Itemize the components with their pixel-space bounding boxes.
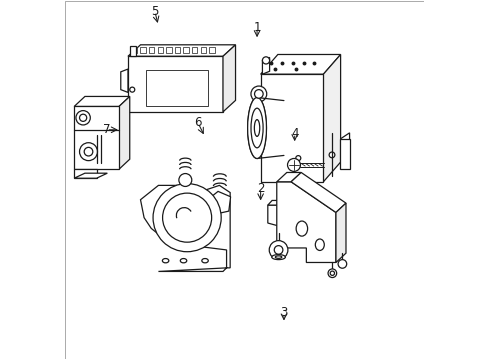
Polygon shape [262, 58, 269, 74]
Ellipse shape [250, 108, 263, 148]
Bar [74, 168, 96, 178]
Circle shape [129, 87, 135, 92]
Bar [183, 47, 188, 53]
Ellipse shape [275, 256, 281, 258]
Circle shape [84, 147, 93, 156]
Polygon shape [290, 172, 346, 212]
Ellipse shape [202, 258, 208, 263]
Circle shape [80, 114, 86, 121]
Polygon shape [223, 45, 235, 112]
Circle shape [250, 86, 266, 102]
Polygon shape [128, 45, 235, 56]
Ellipse shape [247, 98, 266, 158]
Polygon shape [209, 192, 230, 215]
Polygon shape [267, 201, 286, 205]
Polygon shape [260, 54, 340, 74]
Bar [74, 107, 119, 169]
Circle shape [262, 57, 269, 64]
Circle shape [269, 240, 287, 259]
Ellipse shape [296, 221, 307, 236]
Polygon shape [74, 96, 129, 107]
Bar [131, 47, 137, 53]
Circle shape [337, 260, 346, 268]
Circle shape [327, 269, 336, 278]
Circle shape [295, 156, 300, 161]
Text: 1: 1 [253, 21, 260, 34]
Ellipse shape [315, 239, 324, 251]
Polygon shape [282, 201, 291, 212]
Circle shape [329, 271, 334, 275]
Polygon shape [276, 172, 301, 182]
Text: 4: 4 [290, 127, 298, 140]
Polygon shape [140, 185, 230, 271]
Bar [157, 47, 163, 53]
Bar [200, 47, 205, 53]
Circle shape [254, 90, 263, 98]
Polygon shape [267, 205, 287, 228]
Bar [174, 47, 180, 53]
Ellipse shape [254, 120, 259, 136]
Ellipse shape [180, 258, 186, 263]
Polygon shape [276, 182, 335, 262]
Circle shape [163, 193, 211, 242]
Polygon shape [119, 96, 129, 169]
Text: 3: 3 [280, 306, 287, 319]
Polygon shape [340, 133, 349, 169]
Bar [145, 70, 207, 107]
Polygon shape [121, 69, 128, 93]
Text: 5: 5 [151, 5, 158, 18]
Ellipse shape [271, 255, 285, 260]
Circle shape [80, 143, 97, 161]
Circle shape [328, 152, 334, 158]
Text: 6: 6 [194, 116, 201, 129]
Polygon shape [335, 203, 346, 262]
Bar [209, 47, 214, 53]
Bar [128, 56, 223, 112]
Bar [166, 47, 171, 53]
Circle shape [153, 184, 221, 252]
Bar [192, 47, 197, 53]
Bar [260, 74, 323, 182]
Text: 2: 2 [256, 183, 264, 195]
Circle shape [274, 246, 282, 254]
Bar [129, 46, 136, 56]
Circle shape [76, 111, 90, 125]
Bar [149, 47, 154, 53]
Circle shape [179, 174, 191, 186]
Ellipse shape [162, 258, 168, 263]
Polygon shape [323, 54, 340, 182]
Polygon shape [74, 173, 107, 178]
Circle shape [287, 158, 300, 171]
Bar [140, 47, 145, 53]
Bar [340, 139, 349, 169]
Text: 7: 7 [102, 123, 110, 136]
